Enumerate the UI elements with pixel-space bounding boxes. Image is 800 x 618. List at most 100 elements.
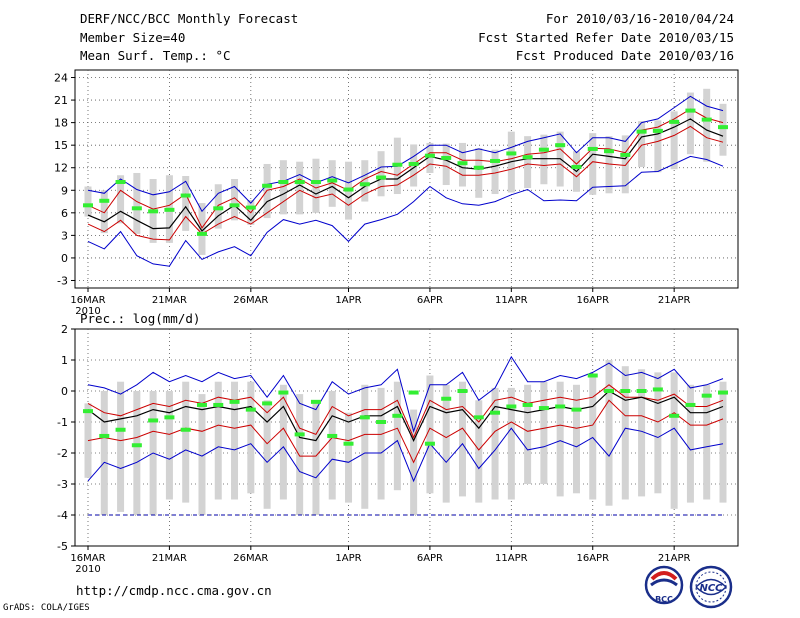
spread-box (361, 160, 369, 202)
observed-marker (669, 413, 680, 418)
series-line-upper (87, 108, 724, 229)
spread-box (328, 391, 336, 500)
chart-title: DERF/NCC/BCC Monthly Forecast (80, 11, 299, 26)
observed-marker (245, 407, 256, 412)
series-line-lower (87, 125, 724, 241)
x-tick-label: 21APR (658, 553, 691, 564)
observed-marker (229, 203, 240, 208)
observed-marker (587, 146, 598, 151)
y-tick-label: -3 (57, 478, 68, 491)
observed-marker (636, 389, 647, 393)
x-tick-label: 6APR (417, 295, 443, 306)
x-tick-label: 21MAR (152, 553, 187, 564)
y-tick-label: 24 (54, 72, 68, 85)
spread-box (442, 384, 450, 503)
observed-marker (701, 393, 712, 398)
observed-marker (376, 175, 387, 180)
grads-credit: GrADS: COLA/IGES (3, 603, 90, 613)
observed-marker (148, 418, 159, 423)
observed-marker (555, 404, 566, 409)
spread-box (491, 387, 499, 500)
x-tick-label: 21MAR (152, 295, 187, 306)
spread-box (214, 381, 222, 500)
observed-marker (213, 206, 224, 211)
spread-box (377, 151, 385, 197)
observed-marker (343, 441, 354, 446)
spread-box (100, 391, 108, 515)
observed-marker (424, 153, 435, 158)
observed-marker (604, 389, 615, 393)
spread-box (540, 381, 548, 484)
y-tick-label: -3 (57, 274, 68, 287)
observed-marker (327, 178, 338, 183)
observed-marker (718, 125, 728, 130)
spread-box (182, 381, 190, 503)
refer-date: Fcst Started Refer Date 2010/03/15 (478, 30, 734, 45)
y-tick-label: 3 (61, 229, 68, 242)
observed-marker (229, 399, 240, 404)
x-tick-label: 1APR (335, 553, 361, 564)
spread-box (475, 400, 483, 503)
observed-marker (262, 183, 273, 188)
observed-marker (294, 432, 305, 437)
observed-marker (359, 182, 370, 187)
observed-marker (555, 143, 566, 148)
observed-marker (310, 399, 321, 404)
observed-marker (490, 410, 501, 415)
spread-box (312, 158, 320, 213)
precip-label: Prec.: log(mm/d) (80, 311, 201, 326)
spread-box (100, 190, 108, 234)
variable-label: Mean Surf. Temp.: °C (80, 48, 231, 63)
series-line-mean (87, 390, 724, 442)
spread-box (345, 412, 353, 503)
spread-box (572, 384, 580, 494)
spread-box (279, 160, 287, 215)
y-tick-label: 0 (61, 385, 68, 398)
observed-marker (652, 128, 663, 133)
spread-box (556, 381, 564, 497)
spread-box (686, 384, 694, 503)
observed-marker (180, 427, 191, 432)
y-tick-label: 12 (54, 162, 68, 175)
observed-marker (213, 402, 224, 407)
footer-url[interactable]: http://cmdp.ncc.cma.gov.cn (76, 583, 272, 598)
series-line-lower (87, 399, 724, 464)
spread-box (719, 381, 727, 503)
observed-marker (245, 205, 256, 210)
x-tick-label: 16MAR (70, 553, 105, 564)
forecast-period: For 2010/03/16-2010/04/24 (545, 11, 734, 26)
observed-marker (522, 402, 533, 407)
observed-marker (115, 427, 126, 432)
x-tick-label: 16MAR (70, 295, 105, 306)
spread-box (393, 381, 401, 491)
observed-marker (343, 187, 354, 192)
observed-marker (571, 407, 582, 412)
observed-marker (408, 161, 419, 166)
spread-box (589, 133, 597, 195)
observed-marker (587, 373, 598, 378)
observed-marker (196, 231, 207, 236)
observed-marker (424, 441, 435, 446)
observed-marker (685, 108, 696, 113)
observed-marker (636, 129, 647, 134)
spread-box (638, 121, 646, 167)
x-tick-label: 6APR (417, 553, 443, 564)
spread-box (507, 387, 515, 500)
observed-marker (99, 198, 110, 203)
ncc-logo: NCC (689, 565, 733, 609)
series-line-min (87, 155, 724, 267)
observed-marker (473, 415, 484, 420)
observed-marker (457, 161, 468, 166)
produced-date: Fcst Produced Date 2010/03/16 (515, 48, 734, 63)
spread-box (247, 381, 255, 494)
observed-marker (522, 155, 533, 160)
observed-marker (164, 415, 175, 420)
observed-marker (701, 117, 712, 122)
spread-box (182, 175, 190, 231)
y-tick-label: 2 (61, 323, 68, 336)
spread-box (361, 384, 369, 509)
spread-box (231, 179, 239, 221)
spread-box (165, 391, 173, 500)
observed-marker (571, 164, 582, 169)
spread-box (524, 136, 532, 189)
